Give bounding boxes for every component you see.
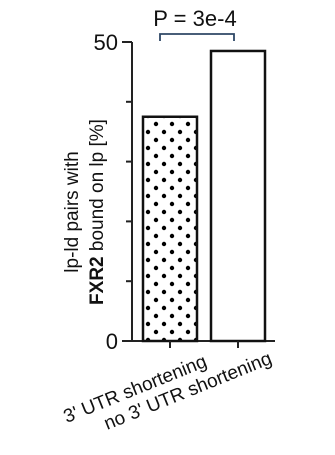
y-axis-title-line2: FXR2 bound on lp [%] [87,119,108,305]
y-tick-label: 50 [94,30,118,55]
significance-bracket [159,33,235,41]
y-axis-title-bold: FXR2 [87,256,108,305]
y-tick-label: 0 [106,329,118,354]
bar-2 [209,49,267,343]
bar-1 [141,115,199,343]
y-axis-title-rest: bound on lp [%] [87,119,108,256]
y-axis-title-line1: lp-ld pairs with [62,151,83,272]
p-value-annotation: P = 3e-4 [153,6,236,31]
